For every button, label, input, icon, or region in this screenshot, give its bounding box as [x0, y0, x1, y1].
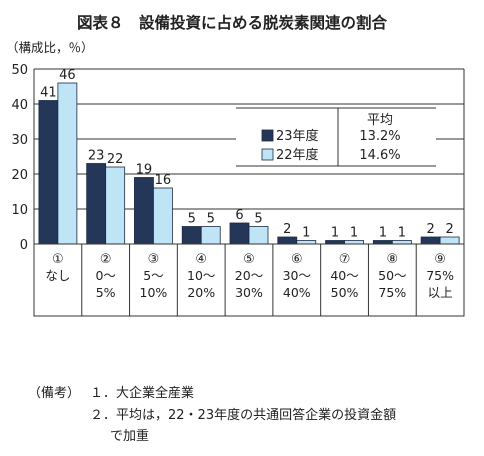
- bar-22年度: [439, 236, 460, 245]
- data-label: 5: [207, 212, 215, 227]
- y-axis-label: （構成比，％）: [6, 40, 94, 55]
- category-label-line2: 30%: [235, 285, 263, 300]
- category-number: ⑧: [387, 252, 399, 267]
- category-label: 5～: [143, 268, 163, 283]
- category-label: 10～: [187, 268, 215, 283]
- legend-label-22: 22年度: [276, 147, 319, 163]
- notes-label: （備考）: [28, 385, 80, 401]
- bar-23年度: [38, 100, 59, 245]
- data-label: 1: [331, 226, 339, 241]
- data-label: 2: [445, 222, 453, 237]
- category-cell: ③5～ 10%: [140, 252, 168, 300]
- category-label-line2: 40%: [283, 285, 311, 300]
- y-tick-label: 10: [11, 203, 28, 218]
- legend-average-23: 13.2%: [359, 129, 400, 144]
- category-label-line2: 5%: [96, 285, 116, 300]
- bar-22年度: [344, 240, 364, 245]
- data-label: 1: [379, 226, 387, 241]
- legend-average-22: 14.6%: [359, 148, 400, 163]
- data-label: 1: [302, 226, 310, 241]
- category-cell: ⑥30～ 40%: [283, 252, 311, 300]
- bar-23年度: [325, 240, 345, 245]
- category-label: なし: [45, 268, 70, 283]
- category-cell: ①なし: [45, 252, 70, 283]
- data-label: 2: [426, 222, 434, 237]
- bar-22年度: [296, 240, 317, 245]
- category-label: 40～: [330, 268, 358, 283]
- y-tick-label: 30: [11, 133, 28, 148]
- category-table-frame: [33, 243, 465, 317]
- bar-23年度: [372, 240, 393, 245]
- note-item-2-continuation: で加重: [110, 428, 149, 444]
- data-label: 16: [155, 173, 172, 188]
- category-number: ⑨: [434, 252, 446, 267]
- data-label: 41: [40, 86, 57, 101]
- bar-23年度: [86, 163, 107, 245]
- y-tick-label: 0: [20, 238, 28, 253]
- category-cell: ⑧50～ 75%: [378, 252, 406, 300]
- data-label: 6: [235, 208, 243, 223]
- data-label: 46: [59, 68, 76, 83]
- category-label: 0～: [95, 268, 115, 283]
- data-label: 5: [188, 212, 196, 227]
- data-label: 19: [136, 163, 153, 178]
- bar-23年度: [277, 236, 298, 245]
- bar-22年度: [57, 82, 78, 245]
- category-label: 75%: [426, 268, 454, 283]
- legend-label-23: 23年度: [276, 128, 319, 144]
- y-tick-label: 50: [11, 63, 28, 78]
- category-label-line2: 75%: [378, 285, 406, 300]
- category-label-line2: 50%: [331, 285, 359, 300]
- category-cell: ⑦40～ 50%: [330, 252, 358, 300]
- category-label: 50～: [378, 268, 406, 283]
- category-cell: ④10～ 20%: [187, 252, 215, 300]
- category-label: 30～: [283, 268, 311, 283]
- bar-22年度: [248, 226, 269, 245]
- bar-23年度: [134, 177, 154, 245]
- data-label: 1: [350, 226, 358, 241]
- data-label: 1: [398, 226, 406, 241]
- category-label-line2: 10%: [140, 285, 168, 300]
- bar-23年度: [181, 226, 202, 245]
- category-label-line2: 20%: [187, 285, 215, 300]
- bar-22年度: [153, 187, 173, 245]
- category-number: ④: [195, 252, 207, 267]
- category-cell: ⑨75% 以上: [426, 252, 454, 300]
- note-item-2: ２．平均は，22・23年度の共通回答企業の投資金額: [90, 407, 396, 423]
- notes: （備考） １．大企業全産業 ２．平均は，22・23年度の共通回答企業の投資金額 …: [28, 385, 396, 444]
- bar-22年度: [391, 240, 412, 245]
- category-cell: ②0～ 5%: [95, 252, 115, 300]
- category-number: ①: [52, 252, 64, 267]
- category-number: ⑥: [291, 252, 303, 267]
- data-label: 5: [254, 212, 262, 227]
- category-number: ⑦: [339, 252, 351, 267]
- category-number: ②: [100, 252, 112, 267]
- legend-swatch-23: [261, 129, 274, 142]
- y-tick-label: 40: [11, 98, 28, 113]
- note-item-1: １．大企業全産業: [90, 385, 194, 401]
- data-label: 2: [283, 222, 291, 237]
- chart-title: 図表８ 設備投資に占める脱炭素関連の割合: [77, 13, 388, 32]
- y-tick-label: 20: [11, 168, 28, 183]
- category-number: ⑤: [243, 252, 255, 267]
- data-label: 22: [107, 152, 124, 167]
- bar-22年度: [105, 166, 126, 245]
- legend-swatch-22: [261, 148, 274, 161]
- category-cell: ⑤20～ 30%: [235, 252, 263, 300]
- bar-23年度: [420, 236, 441, 245]
- bar-23年度: [229, 222, 250, 245]
- category-label-line2: 以上: [428, 285, 453, 300]
- data-label: 23: [88, 149, 105, 164]
- category-table: ①なし ②0～ 5% ③5～ 10% ④10～ 20% ⑤20～ 30% ⑥30～ 40% ⑦40～ 5…: [33, 243, 465, 317]
- legend: 23年度 22年度 平均 13.2% 14.6%: [236, 107, 436, 167]
- category-number: ③: [148, 252, 160, 267]
- category-label: 20～: [235, 268, 263, 283]
- bar-22年度: [200, 226, 221, 245]
- y-tick-labels: 0 10 20 30 40 50: [11, 63, 28, 253]
- legend-average-header: 平均: [367, 113, 393, 128]
